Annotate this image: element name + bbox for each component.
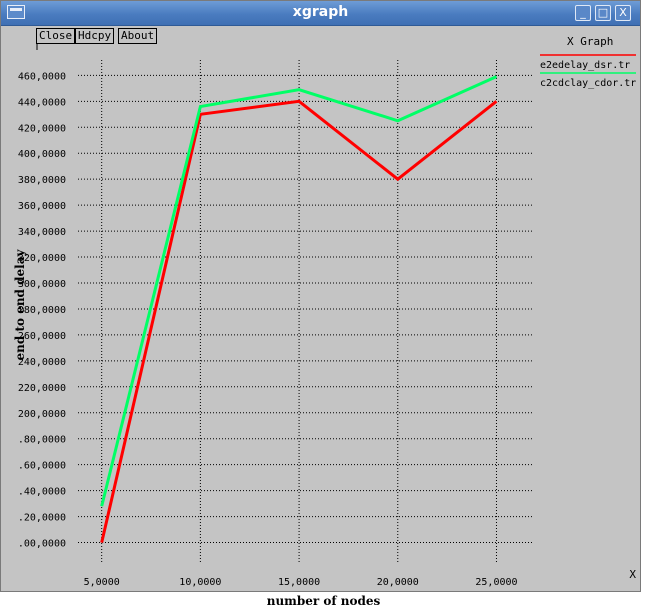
y-tick-label: 360,0000 <box>18 201 66 212</box>
y-tick-label: 340,0000 <box>18 227 66 238</box>
y-tick-label: .00,0000 <box>18 539 66 550</box>
y-tick-label: 460,0000 <box>18 71 66 82</box>
title-bar[interactable]: xgraph _ □ X <box>1 1 640 26</box>
x-tick-label: 10,0000 <box>179 577 221 588</box>
xgraph-window: xgraph _ □ X Close Hdcpy About X Graph <box>0 0 641 592</box>
hdcpy-button[interactable]: Hdcpy <box>75 28 115 44</box>
y-tick-label: .80,0000 <box>18 435 66 446</box>
minimize-button[interactable]: _ <box>575 5 591 21</box>
y-tick-label: 380,0000 <box>18 175 66 186</box>
series-line-1 <box>100 99 498 543</box>
y-tick-label: 280,0000 <box>18 305 66 316</box>
y-tick-label: 220,0000 <box>18 383 66 394</box>
y-tick-label: 260,0000 <box>18 331 66 342</box>
close-window-button[interactable]: X <box>615 5 631 21</box>
y-axis-label: end to end delay <box>13 249 27 361</box>
x-axis-label: number of nodes <box>266 594 381 608</box>
about-button[interactable]: About <box>118 28 158 44</box>
x-corner-label: X <box>629 568 636 581</box>
series-line-2 <box>100 75 498 507</box>
y-tick-label: 420,0000 <box>18 123 66 134</box>
window-menu-icon[interactable] <box>7 5 25 19</box>
y-tick-label: .20,0000 <box>18 513 66 524</box>
x-tick-label: 5,0000 <box>84 577 120 588</box>
y-tick-label: .40,0000 <box>18 487 66 498</box>
x-tick-label: 25,0000 <box>475 577 517 588</box>
maximize-button[interactable]: □ <box>595 5 611 21</box>
y-tick-label: 400,0000 <box>18 149 66 160</box>
y-tick-label: 300,0000 <box>18 279 66 290</box>
graph-title: X Graph <box>567 35 614 48</box>
x-tick-label: 20,0000 <box>377 577 419 588</box>
y-tick-label: 320,0000 <box>18 253 66 264</box>
x-tick-label: 15,0000 <box>278 577 320 588</box>
close-button[interactable]: Close <box>36 28 76 44</box>
window-title: xgraph <box>292 4 349 20</box>
y-tick-label: 440,0000 <box>18 97 66 108</box>
legend-entry-2: c2cdclay_cdor.tr <box>540 78 636 89</box>
y-tick-label: 200,0000 <box>18 409 66 420</box>
y-tick-label: 240,0000 <box>18 357 66 368</box>
legend-entry-1: e2edelay_dsr.tr <box>540 60 630 71</box>
y-tick-label: .60,0000 <box>18 461 66 472</box>
